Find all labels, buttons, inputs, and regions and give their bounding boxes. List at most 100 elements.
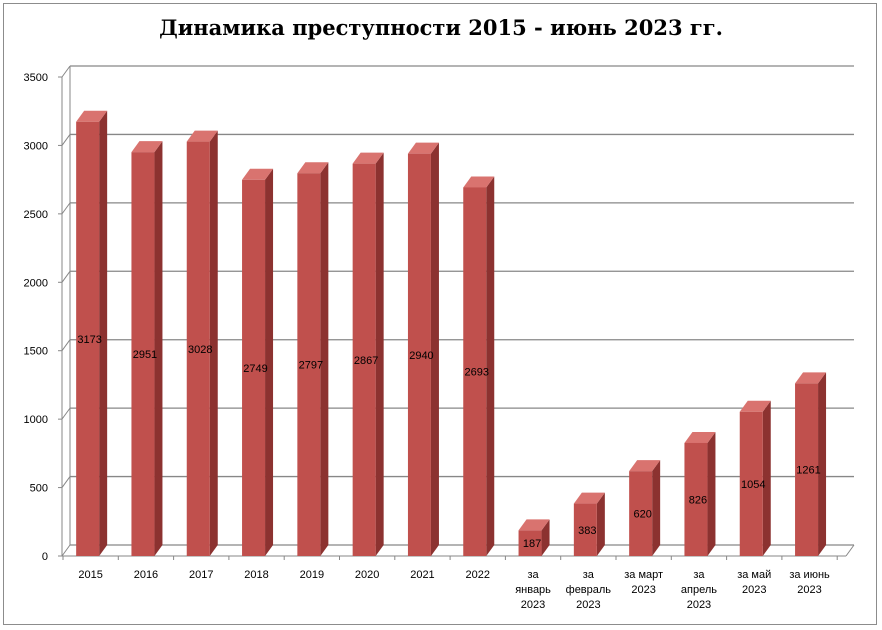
data-label: 2797 [299, 360, 323, 372]
floor-right-edge [845, 544, 855, 557]
bar-side [541, 519, 550, 556]
x-tick-label: за июнь 2023 [789, 569, 830, 596]
bar-side [209, 130, 218, 557]
bar [518, 530, 542, 556]
bar-top [684, 431, 716, 443]
x-tick-label-line: 2019 [300, 569, 324, 581]
x-tick-label: 2017 [189, 569, 213, 581]
bar [352, 163, 376, 557]
bar-side [818, 372, 827, 556]
x-tick-label-line: 2023 [742, 584, 766, 596]
bar [684, 442, 708, 556]
y-tick-label: 2500 [24, 209, 48, 221]
data-label: 2940 [409, 350, 433, 362]
y-tick-label: 3000 [24, 140, 48, 152]
x-tick-label: 2016 [134, 569, 158, 581]
bar-side [320, 162, 329, 556]
bar-top [573, 492, 605, 504]
data-label: 187 [523, 538, 541, 550]
bar-top [407, 142, 439, 154]
bar [573, 503, 597, 556]
x-tick-label: 2015 [78, 569, 102, 581]
x-tick-label-line: за июнь [789, 569, 830, 581]
bar-top [76, 110, 108, 122]
bar [629, 471, 653, 556]
bar-top [518, 519, 550, 531]
y-tick-label: 3500 [24, 72, 48, 84]
data-label: 620 [633, 509, 651, 521]
y-tick-label: 500 [30, 483, 48, 495]
x-tick-label: 2018 [244, 569, 268, 581]
data-label: 3028 [188, 344, 212, 356]
y-tick-label: 2000 [24, 277, 48, 289]
bar-top [629, 460, 661, 472]
bar-side [762, 400, 771, 556]
bar [463, 187, 487, 556]
x-tick-label-line: 2018 [244, 569, 268, 581]
data-label: 3173 [77, 334, 101, 346]
x-tick-label-line: 2020 [355, 569, 379, 581]
bar [242, 179, 266, 556]
bar-top [242, 168, 274, 180]
x-tick-label: 2022 [466, 569, 490, 581]
x-tick-label-line: 2023 [687, 599, 711, 611]
bar [186, 141, 210, 557]
x-tick-label-line: за [693, 569, 705, 581]
x-tick-label: за январь 2023 [515, 569, 551, 611]
bar-top [297, 162, 329, 174]
gridline-depth [61, 407, 71, 420]
bar-side [154, 141, 163, 556]
x-tick-label: за май 2023 [737, 569, 771, 596]
gridline-depth [61, 476, 71, 488]
bar-side [99, 110, 108, 556]
x-tick-label: 2021 [410, 569, 434, 581]
gridline-depth [61, 65, 71, 78]
x-tick-label-line: 2016 [134, 569, 158, 581]
x-tick-label-line: 2023 [631, 584, 655, 596]
data-label: 383 [578, 525, 596, 537]
bar [739, 411, 763, 556]
bar-side [596, 492, 605, 556]
y-tick-label: 1000 [24, 414, 48, 426]
gridline-depth [61, 270, 71, 283]
y-tick-label: 1500 [24, 346, 48, 358]
bar-top [463, 176, 495, 188]
x-tick-label: за апрель 2023 [681, 569, 717, 611]
x-tick-label-line: 2023 [576, 599, 600, 611]
bar-side [707, 431, 716, 556]
bar [407, 153, 431, 556]
bar [131, 152, 155, 556]
data-label: 826 [689, 494, 707, 506]
x-tick-label: за февраль 2023 [566, 569, 612, 611]
bar-side [265, 168, 274, 556]
x-tick-label-line: за март [624, 569, 663, 581]
gridline-depth [61, 202, 71, 215]
x-tick-label: за март 2023 [624, 569, 663, 596]
data-label: 1054 [741, 479, 765, 491]
x-tick-label-line: за [583, 569, 595, 581]
data-label: 2867 [354, 355, 378, 367]
x-tick-label-line: январь [515, 584, 551, 596]
bar-top [131, 141, 163, 153]
x-tick-label-line: февраль [566, 584, 612, 596]
x-tick-label-line: 2023 [521, 599, 545, 611]
gridline-depth [61, 544, 71, 557]
x-tick-label-line: апрель [681, 584, 717, 596]
x-tick-label-line: за [527, 569, 539, 581]
x-tick-label-line: 2015 [78, 569, 102, 581]
data-label: 2693 [465, 367, 489, 379]
data-label: 1261 [796, 465, 820, 477]
bar-side [375, 152, 384, 557]
gridline-depth [61, 134, 71, 146]
bar-side [652, 460, 661, 556]
bar [795, 383, 819, 556]
x-tick-label: 2020 [355, 569, 379, 581]
y-tick-label: 0 [42, 551, 48, 563]
bar-side [430, 142, 439, 556]
x-tick-label-line: 2017 [189, 569, 213, 581]
bar [297, 173, 321, 556]
bar-top [352, 152, 384, 164]
x-tick-label: 2019 [300, 569, 324, 581]
data-label: 2951 [133, 349, 157, 361]
